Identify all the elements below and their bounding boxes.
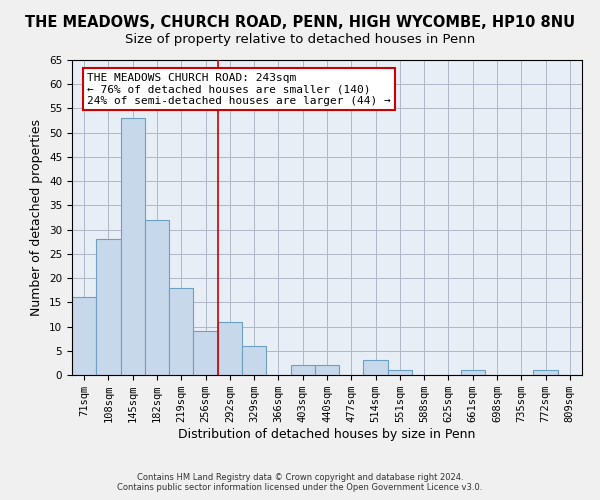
Bar	[193, 332, 218, 375]
Y-axis label: Number of detached properties: Number of detached properties	[31, 119, 43, 316]
Bar	[72, 298, 96, 375]
Bar	[218, 322, 242, 375]
Bar	[121, 118, 145, 375]
Text: THE MEADOWS CHURCH ROAD: 243sqm
← 76% of detached houses are smaller (140)
24% o: THE MEADOWS CHURCH ROAD: 243sqm ← 76% of…	[88, 72, 391, 106]
Bar	[145, 220, 169, 375]
Bar	[388, 370, 412, 375]
Text: Size of property relative to detached houses in Penn: Size of property relative to detached ho…	[125, 32, 475, 46]
Bar	[96, 240, 121, 375]
Bar	[169, 288, 193, 375]
Bar	[290, 366, 315, 375]
Bar	[461, 370, 485, 375]
Text: Contains HM Land Registry data © Crown copyright and database right 2024.
Contai: Contains HM Land Registry data © Crown c…	[118, 473, 482, 492]
Bar	[533, 370, 558, 375]
Text: THE MEADOWS, CHURCH ROAD, PENN, HIGH WYCOMBE, HP10 8NU: THE MEADOWS, CHURCH ROAD, PENN, HIGH WYC…	[25, 15, 575, 30]
Bar	[315, 366, 339, 375]
X-axis label: Distribution of detached houses by size in Penn: Distribution of detached houses by size …	[178, 428, 476, 441]
Bar	[364, 360, 388, 375]
Bar	[242, 346, 266, 375]
